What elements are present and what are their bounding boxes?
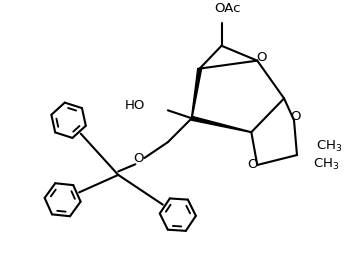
Text: O: O — [256, 51, 267, 64]
Polygon shape — [191, 116, 251, 132]
Text: O: O — [133, 151, 144, 165]
Text: O: O — [247, 158, 257, 171]
Polygon shape — [191, 68, 202, 118]
Text: CH$_3$: CH$_3$ — [313, 157, 339, 172]
Text: HO: HO — [125, 99, 145, 112]
Text: O: O — [290, 110, 301, 123]
Text: CH$_3$: CH$_3$ — [316, 139, 343, 154]
Text: OAc: OAc — [214, 2, 241, 16]
